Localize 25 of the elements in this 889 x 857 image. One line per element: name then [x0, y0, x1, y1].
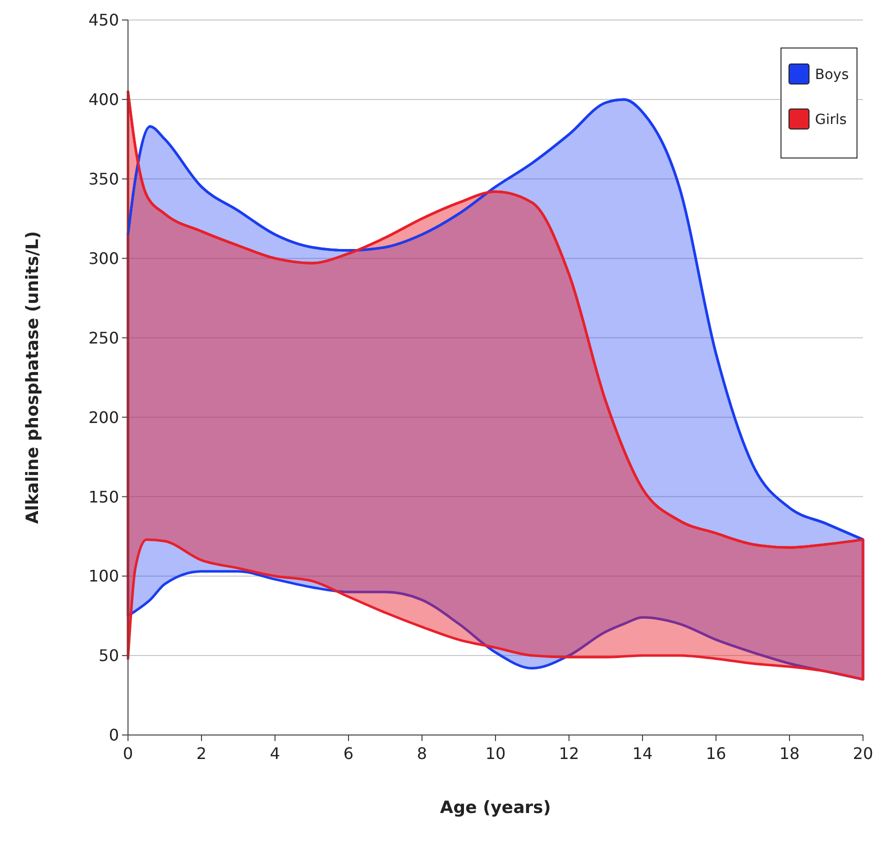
x-tick-label: 18	[779, 744, 800, 763]
y-axis-title: Alkaline phosphatase (units/L)	[23, 231, 43, 524]
x-tick-label: 2	[196, 744, 207, 763]
y-tick-label: 450	[88, 10, 119, 30]
x-tick-label: 4	[270, 744, 280, 763]
x-axis-title: Age (years)	[440, 798, 551, 818]
y-tick-label: 200	[88, 408, 119, 427]
x-tick-label: 8	[416, 744, 428, 763]
y-tick-label: 0	[108, 726, 119, 745]
y-tick-label: 250	[88, 328, 119, 348]
y-tick-label: 150	[88, 487, 119, 506]
y-tick-label: 100	[88, 566, 119, 586]
legend-label: Boys	[815, 66, 849, 83]
x-tick-label: 0	[122, 744, 134, 763]
x-tick-label: 16	[706, 744, 726, 763]
y-tick-label: 300	[88, 248, 119, 268]
x-tick-label: 6	[343, 744, 354, 763]
x-tick-label: 14	[632, 744, 653, 763]
legend-label: Girls	[815, 112, 847, 128]
y-tick-label: 400	[88, 90, 119, 110]
x-tick-label: 12	[558, 744, 580, 763]
y-tick-label: 50	[98, 646, 119, 666]
x-tick-label: 10	[485, 744, 506, 763]
x-tick-label: 20	[852, 744, 874, 763]
y-tick-label: 350	[88, 169, 119, 188]
